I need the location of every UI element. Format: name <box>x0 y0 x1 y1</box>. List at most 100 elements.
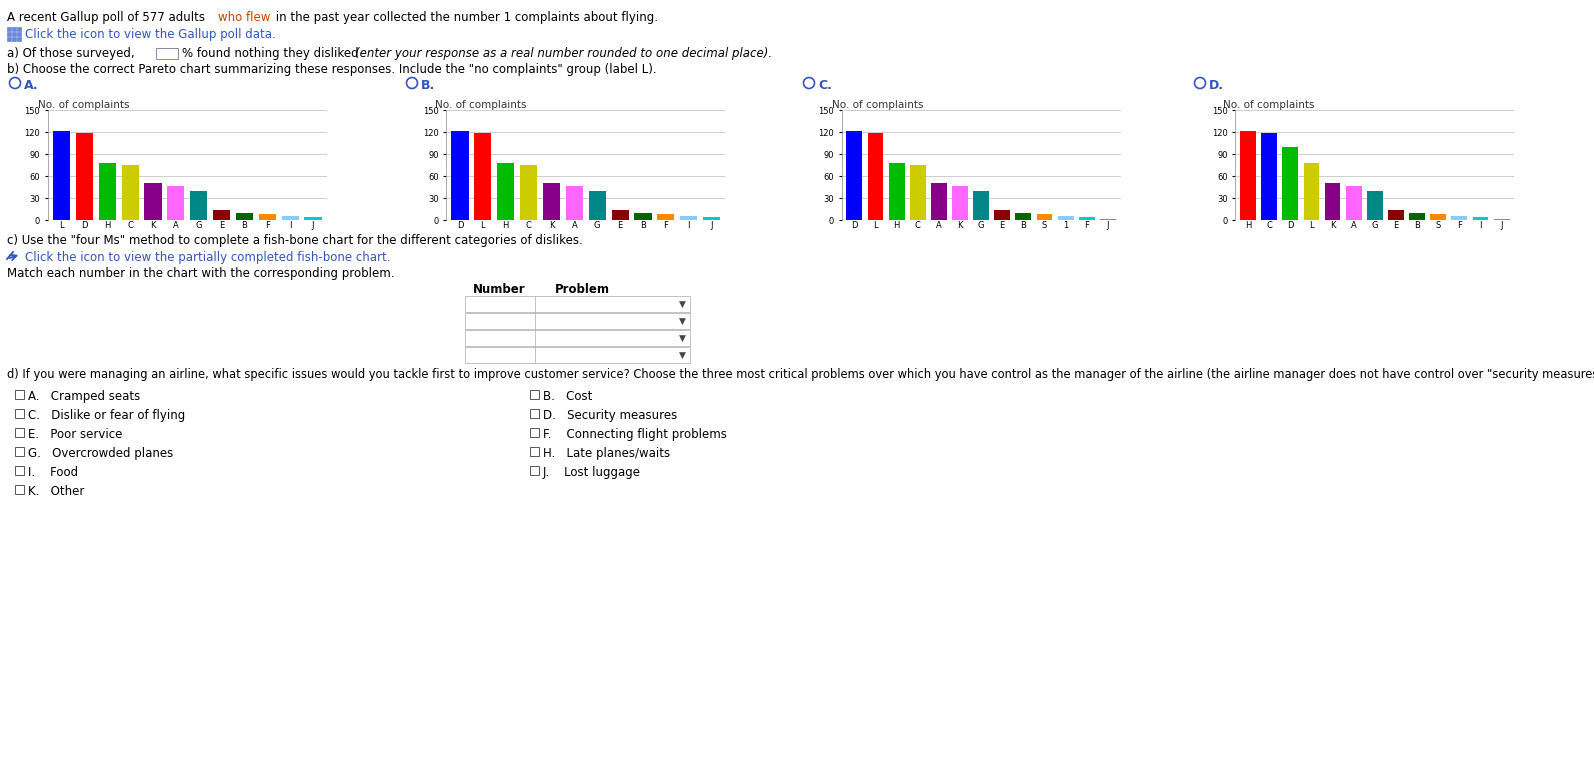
Bar <box>1015 212 1031 220</box>
Text: ▼: ▼ <box>679 334 685 343</box>
Bar <box>77 133 92 220</box>
Bar <box>529 466 539 475</box>
Text: Problem: Problem <box>555 283 611 296</box>
Bar <box>566 186 583 220</box>
Bar <box>14 447 24 456</box>
Bar <box>529 409 539 418</box>
Bar <box>14 390 24 399</box>
Bar <box>18 32 21 36</box>
Bar <box>1473 217 1489 220</box>
Bar <box>258 214 276 220</box>
Text: III: III <box>496 331 505 344</box>
Text: a) Of those surveyed,: a) Of those surveyed, <box>6 47 134 60</box>
Bar <box>465 347 690 363</box>
Bar <box>465 330 690 346</box>
Bar <box>1325 183 1341 220</box>
Bar <box>657 214 674 220</box>
Text: B.   Cost: B. Cost <box>544 390 593 403</box>
Bar <box>544 183 559 220</box>
Bar <box>190 191 207 220</box>
Text: A recent Gallup poll of 577 adults: A recent Gallup poll of 577 adults <box>6 11 209 24</box>
Bar <box>13 27 16 31</box>
Bar <box>910 165 926 220</box>
Bar <box>703 217 720 220</box>
Text: II: II <box>497 314 504 327</box>
Bar <box>1494 219 1510 220</box>
Text: I.    Food: I. Food <box>29 466 78 479</box>
Bar <box>846 130 862 220</box>
Bar <box>14 428 24 437</box>
Bar <box>6 27 11 31</box>
Text: in the past year collected the number 1 complaints about flying.: in the past year collected the number 1 … <box>273 11 658 24</box>
Bar <box>1100 219 1116 220</box>
Bar <box>282 216 298 220</box>
Text: % found nothing they disliked: % found nothing they disliked <box>182 47 362 60</box>
Bar <box>931 183 947 220</box>
Text: IV: IV <box>494 348 505 361</box>
Text: c) Use the "four Ms" method to complete a fish-bone chart for the different cate: c) Use the "four Ms" method to complete … <box>6 234 583 247</box>
Bar <box>13 37 16 41</box>
Bar <box>156 48 179 59</box>
Bar <box>1368 191 1382 220</box>
Bar <box>952 186 968 220</box>
Bar <box>14 409 24 418</box>
Text: C.: C. <box>818 79 832 92</box>
Text: Click the icon to view the partially completed fish-bone chart.: Click the icon to view the partially com… <box>26 251 391 264</box>
Text: B.: B. <box>421 79 435 92</box>
Text: No. of complaints: No. of complaints <box>832 100 923 110</box>
Bar <box>612 209 628 220</box>
Bar <box>1240 130 1256 220</box>
Text: D.   Security measures: D. Security measures <box>544 409 677 422</box>
Bar <box>465 296 690 312</box>
Text: No. of complaints: No. of complaints <box>435 100 526 110</box>
Bar <box>1388 209 1404 220</box>
Bar <box>1036 214 1052 220</box>
Bar <box>1452 216 1468 220</box>
Text: K.   Other: K. Other <box>29 485 84 498</box>
Text: d) If you were managing an airline, what specific issues would you tackle first : d) If you were managing an airline, what… <box>6 368 1594 381</box>
Text: b) Choose the correct Pareto chart summarizing these responses. Include the "no : b) Choose the correct Pareto chart summa… <box>6 63 657 76</box>
Text: E.   Poor service: E. Poor service <box>29 428 123 441</box>
Bar <box>1282 146 1298 220</box>
Bar <box>520 165 537 220</box>
Bar <box>13 32 16 36</box>
Text: F.    Connecting flight problems: F. Connecting flight problems <box>544 428 727 441</box>
Bar <box>1345 186 1361 220</box>
Bar <box>14 485 24 494</box>
Text: ▼: ▼ <box>679 300 685 309</box>
Text: A.: A. <box>24 79 38 92</box>
Bar <box>451 130 469 220</box>
Bar <box>6 37 11 41</box>
Bar <box>145 183 161 220</box>
Text: No. of complaints: No. of complaints <box>38 100 129 110</box>
Bar <box>53 130 70 220</box>
Bar <box>974 191 988 220</box>
Text: who flew: who flew <box>218 11 271 24</box>
Bar <box>1304 163 1320 220</box>
Bar <box>14 466 24 475</box>
Text: ▼: ▼ <box>679 351 685 360</box>
Bar <box>995 209 1011 220</box>
Bar <box>497 163 515 220</box>
Text: I: I <box>499 297 502 310</box>
Text: (enter your response as a real number rounded to one decimal place).: (enter your response as a real number ro… <box>355 47 771 60</box>
Text: H.   Late planes/waits: H. Late planes/waits <box>544 447 669 460</box>
Bar <box>475 133 491 220</box>
Bar <box>1409 212 1425 220</box>
Bar <box>1058 216 1074 220</box>
Text: D.: D. <box>1208 79 1224 92</box>
Bar <box>99 163 116 220</box>
Bar <box>304 217 322 220</box>
Text: Number: Number <box>473 283 526 296</box>
Bar <box>529 428 539 437</box>
Text: Click the icon to view the Gallup poll data.: Click the icon to view the Gallup poll d… <box>26 28 276 41</box>
Bar <box>167 186 185 220</box>
Bar <box>634 212 652 220</box>
Bar <box>1079 217 1095 220</box>
Bar <box>888 163 904 220</box>
Bar <box>18 27 21 31</box>
Bar <box>6 32 11 36</box>
Text: G.   Overcrowded planes: G. Overcrowded planes <box>29 447 174 460</box>
Bar <box>121 165 139 220</box>
Bar <box>236 212 253 220</box>
